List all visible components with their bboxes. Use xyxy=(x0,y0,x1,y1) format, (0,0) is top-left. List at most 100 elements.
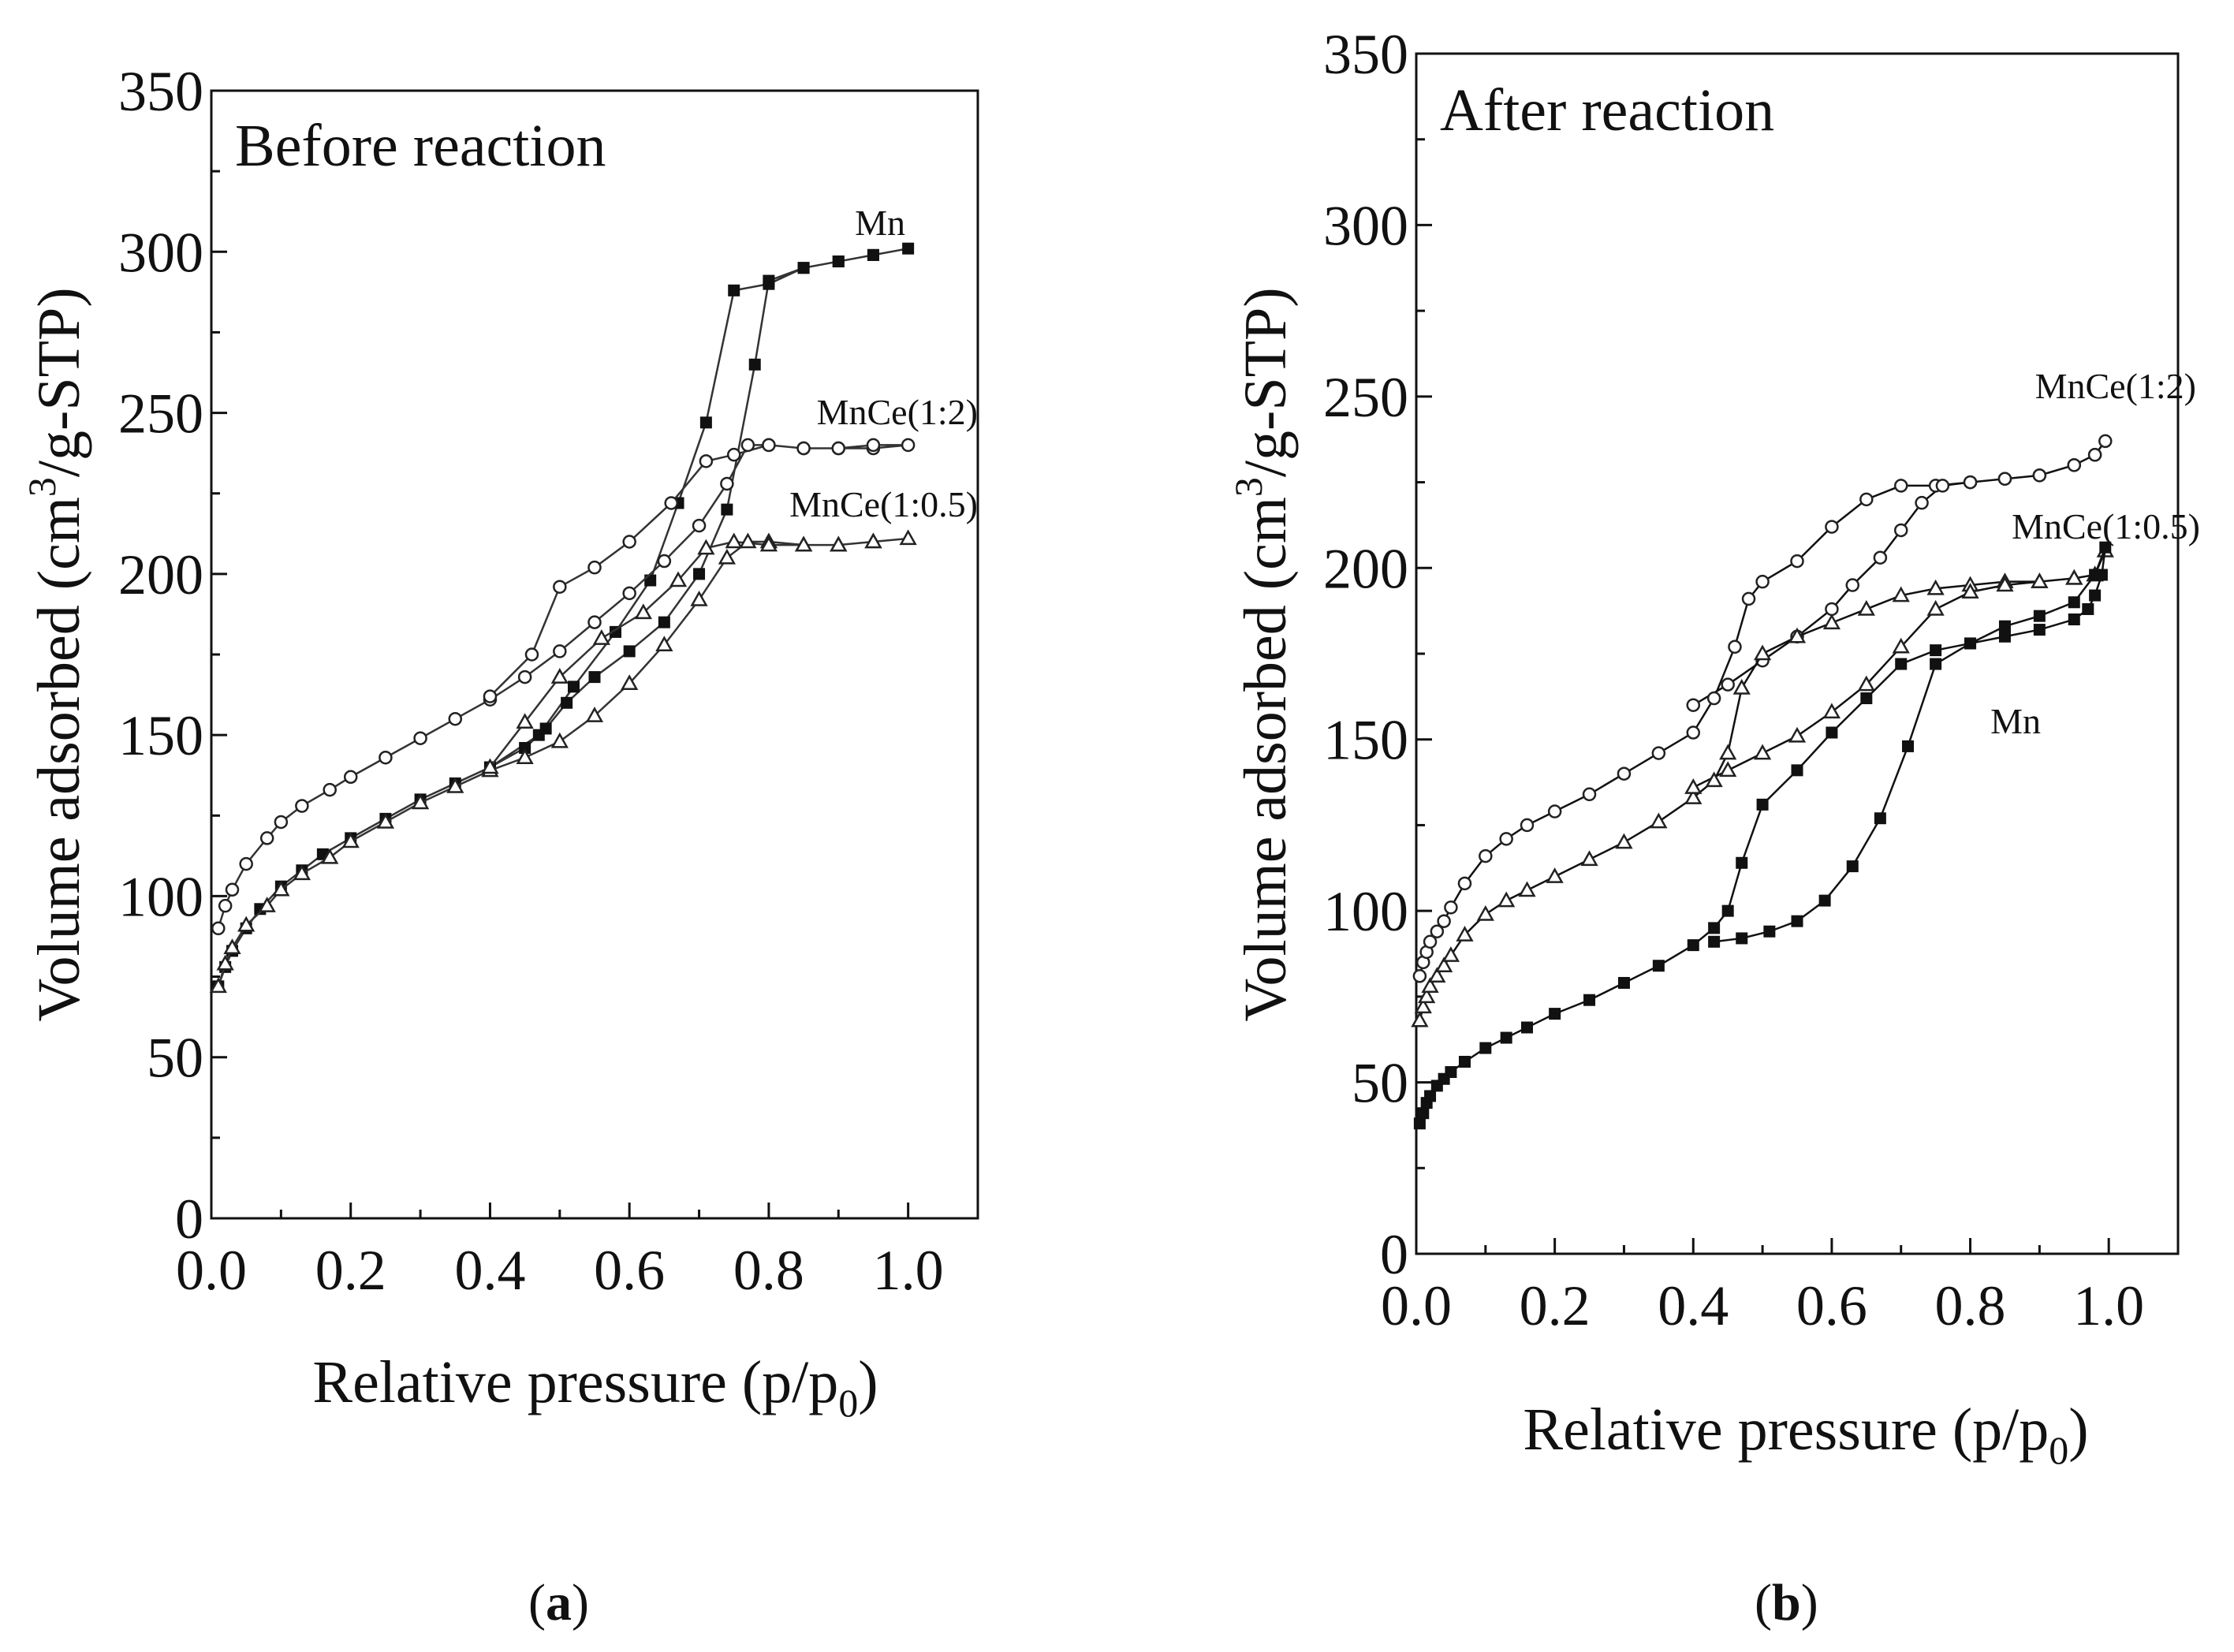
data-point xyxy=(1930,658,1942,670)
y-tick-label: 350 xyxy=(118,60,203,123)
y-tick-label: 300 xyxy=(118,221,203,284)
data-point xyxy=(1895,658,1908,670)
data-point xyxy=(1413,1117,1426,1130)
data-point xyxy=(748,358,761,371)
data-point xyxy=(1500,1031,1512,1044)
data-point xyxy=(1652,960,1665,972)
data-point xyxy=(1721,677,1735,692)
data-point xyxy=(693,568,706,580)
y-axis-label: Volume adsorbed (cm3/g-STP) xyxy=(20,287,92,1021)
data-point xyxy=(592,629,610,645)
x-tick-label: 0.8 xyxy=(733,1239,804,1302)
data-point xyxy=(1825,602,1839,617)
data-point xyxy=(1732,678,1751,695)
data-point xyxy=(1458,1055,1471,1068)
data-point xyxy=(1708,935,1721,948)
data-point xyxy=(830,535,848,552)
data-point xyxy=(1617,976,1630,989)
data-point xyxy=(2068,596,2080,609)
data-point xyxy=(1930,644,1942,657)
data-point xyxy=(1736,856,1748,869)
data-point xyxy=(587,560,602,575)
data-point xyxy=(1892,586,1910,602)
data-point xyxy=(1417,1107,1430,1120)
series-label: MnCe(1:2) xyxy=(817,392,978,432)
data-point xyxy=(211,921,226,936)
panel-b-chart: 0.0 0.2 0.4 0.6 0.8 1.0 0 50 100 150 200 250 300 350 A… xyxy=(1226,23,2200,1472)
data-point xyxy=(1708,922,1721,934)
data-point xyxy=(1444,901,1458,915)
x-tick-label: 0.2 xyxy=(1520,1274,1591,1337)
data-point xyxy=(223,938,241,955)
y-tick-label: 50 xyxy=(147,1027,203,1090)
data-point xyxy=(2067,458,2082,472)
data-point xyxy=(1580,850,1598,867)
data-point xyxy=(446,777,464,793)
data-point xyxy=(1719,761,1737,778)
data-point xyxy=(690,590,708,606)
data-point xyxy=(901,438,916,453)
series-label: MnCe(1:0.5) xyxy=(789,484,978,524)
data-point xyxy=(1549,1008,1561,1020)
data-point xyxy=(225,882,240,897)
data-point xyxy=(481,758,499,774)
data-point xyxy=(524,647,539,662)
data-point xyxy=(1736,932,1748,945)
data-point xyxy=(1582,787,1597,802)
data-point xyxy=(448,711,463,726)
data-point xyxy=(1859,492,1874,507)
x-tick-label: 0.4 xyxy=(1658,1274,1729,1337)
data-point xyxy=(1684,789,1703,804)
data-point xyxy=(1755,574,1770,589)
data-point xyxy=(1651,746,1666,760)
data-point xyxy=(1753,644,1772,661)
data-point xyxy=(692,518,707,533)
series-mnce-1-0-5-: MnCe(1:0.5) xyxy=(1411,506,2200,1027)
data-point xyxy=(239,856,253,871)
data-point xyxy=(1518,881,1536,897)
chart-title: After reaction xyxy=(1440,77,1774,144)
data-point xyxy=(1706,691,1721,706)
data-point xyxy=(585,707,604,722)
data-point xyxy=(1846,860,1859,873)
data-point xyxy=(899,529,917,546)
data-point xyxy=(1521,1021,1534,1034)
data-point xyxy=(2032,468,2047,483)
y-tick-label: 250 xyxy=(118,382,203,446)
series-label: Mn xyxy=(1990,701,2041,741)
data-point xyxy=(1845,578,1860,592)
data-point xyxy=(2089,569,2102,581)
data-point xyxy=(1546,867,1564,883)
data-point xyxy=(725,532,743,549)
data-point xyxy=(376,812,395,829)
data-point xyxy=(1428,967,1446,983)
data-point xyxy=(1998,620,2011,632)
data-point xyxy=(1915,495,1929,510)
data-point xyxy=(1790,554,1804,569)
caption-b-letter: b xyxy=(1771,1574,1801,1631)
data-point xyxy=(902,242,915,255)
data-point xyxy=(1926,579,1945,595)
data-point xyxy=(2031,572,2049,588)
x-tick-label: 0.6 xyxy=(1796,1274,1867,1337)
data-point xyxy=(721,503,733,516)
data-point xyxy=(588,671,601,684)
caption-a-letter: a xyxy=(545,1574,572,1631)
data-point xyxy=(1818,894,1831,907)
data-point xyxy=(621,674,639,691)
data-point xyxy=(343,770,358,785)
data-point xyxy=(2068,613,2080,626)
series-line xyxy=(217,537,908,987)
data-point xyxy=(763,278,775,290)
series-mn: Mn xyxy=(212,203,915,993)
data-point xyxy=(1998,630,2011,643)
data-point xyxy=(1822,613,1841,630)
y-tick-label: 0 xyxy=(1380,1223,1408,1286)
data-point xyxy=(550,668,569,684)
data-point xyxy=(1873,550,1888,565)
data-point xyxy=(2087,448,2102,462)
data-point xyxy=(1423,934,1438,949)
data-point xyxy=(1499,832,1513,846)
data-point xyxy=(561,696,573,709)
series-label: MnCe(1:2) xyxy=(2035,366,2196,406)
